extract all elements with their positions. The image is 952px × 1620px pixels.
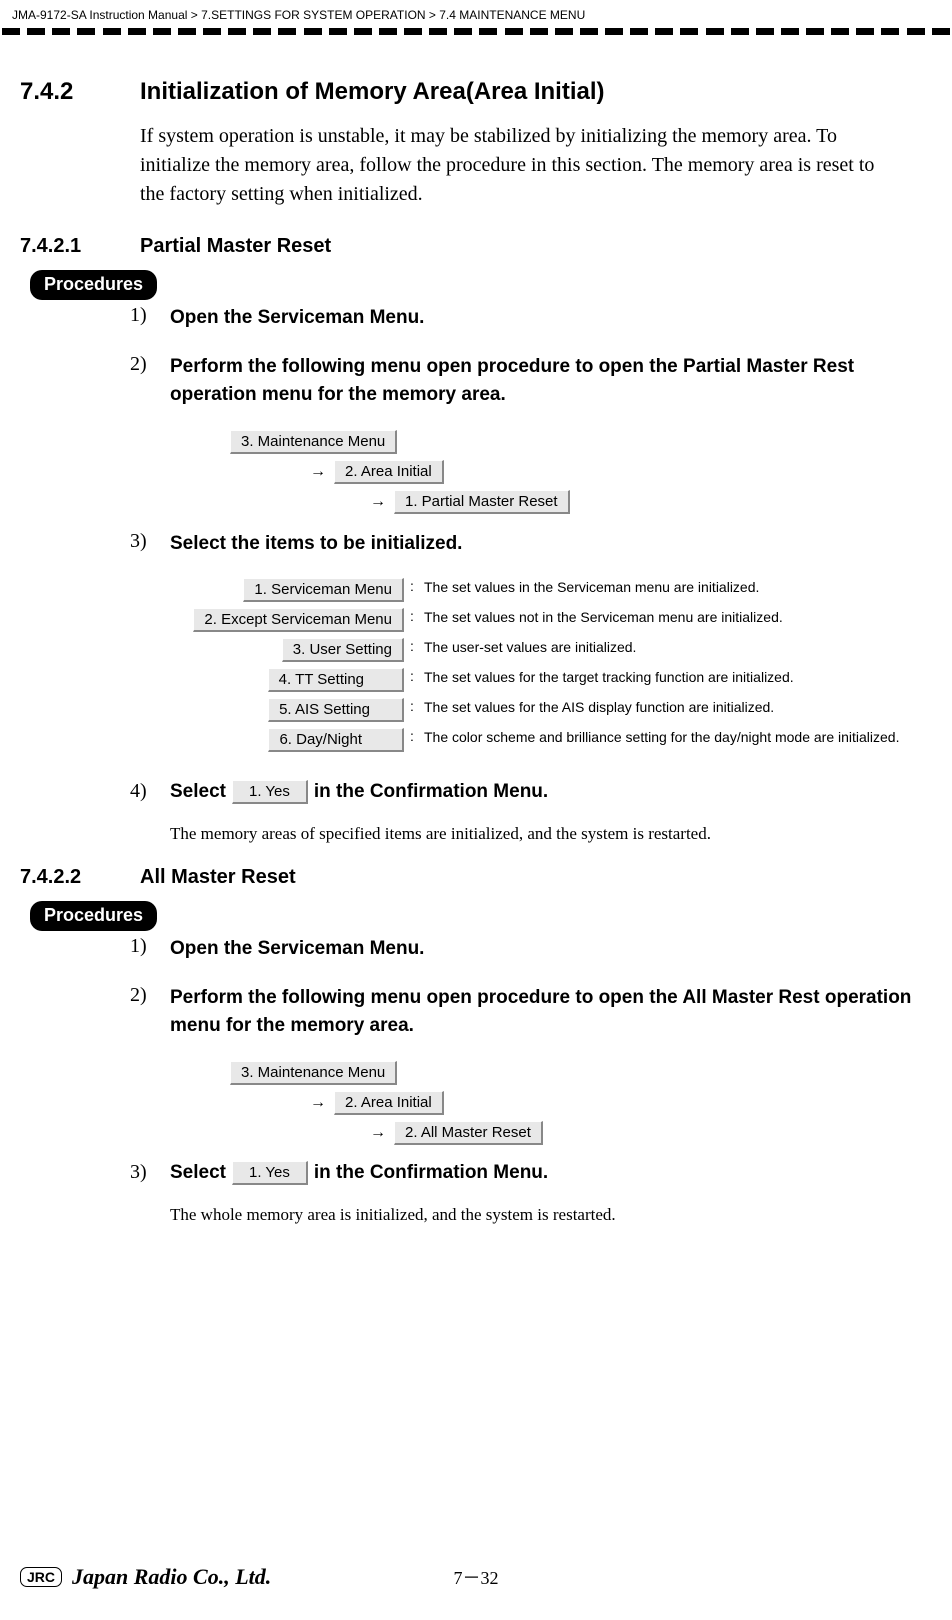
- colon: :: [410, 698, 424, 714]
- step-2-2: 2) Perform the following menu open proce…: [130, 984, 912, 1041]
- subsection-number-2: 7.4.2.2: [20, 866, 110, 889]
- step-text-after: in the Confirmation Menu.: [314, 1162, 548, 1184]
- item-button-user-setting[interactable]: 3. User Setting: [282, 638, 404, 662]
- step-number: 3): [130, 1161, 170, 1185]
- menu-button-maintenance[interactable]: 3. Maintenance Menu: [230, 1061, 397, 1085]
- step-number: 2): [130, 984, 170, 1041]
- item-button-serviceman-menu[interactable]: 1. Serviceman Menu: [243, 578, 404, 602]
- menu-button-area-initial[interactable]: 2. Area Initial: [334, 460, 444, 484]
- step-1-3: 3) Select the items to be initialized.: [130, 530, 912, 559]
- step-2-1: 1) Open the Serviceman Menu.: [130, 935, 912, 964]
- menu-button-all-master-reset[interactable]: 2. All Master Reset: [394, 1121, 543, 1145]
- step-note-1: The memory areas of specified items are …: [170, 824, 902, 844]
- menu-flow-1: 3. Maintenance Menu → 2. Area Initial → …: [230, 430, 932, 514]
- step-text-after: in the Confirmation Menu.: [314, 781, 548, 803]
- menu-button-maintenance[interactable]: 3. Maintenance Menu: [230, 430, 397, 454]
- step-1-2: 2) Perform the following menu open proce…: [130, 353, 912, 410]
- step-number: 1): [130, 935, 170, 964]
- yes-button[interactable]: 1. Yes: [232, 780, 308, 804]
- item-desc: The user-set values are initialized.: [424, 638, 922, 657]
- item-row: 1. Serviceman Menu : The set values in t…: [180, 578, 922, 602]
- item-row: 3. User Setting : The user-set values ar…: [180, 638, 922, 662]
- item-button-tt-setting[interactable]: 4. TT Setting: [268, 668, 404, 692]
- subsection-heading-1: 7.4.2.1 Partial Master Reset: [20, 235, 932, 258]
- item-row: 6. Day/Night : The color scheme and bril…: [180, 728, 922, 752]
- step-text: Open the Serviceman Menu.: [170, 935, 912, 964]
- step-text: Select 1. Yes in the Confirmation Menu.: [170, 1161, 548, 1185]
- step-text: Select 1. Yes in the Confirmation Menu.: [170, 780, 548, 804]
- item-desc: The set values for the target tracking f…: [424, 668, 922, 687]
- step-text: Select the items to be initialized.: [170, 530, 912, 559]
- subsection-title-1: Partial Master Reset: [140, 235, 331, 258]
- colon: :: [410, 728, 424, 744]
- menu-flow-2: 3. Maintenance Menu → 2. Area Initial → …: [230, 1061, 932, 1145]
- procedures-badge-1: Procedures: [30, 270, 157, 300]
- arrow-icon: →: [310, 463, 326, 481]
- arrow-icon: →: [370, 493, 386, 511]
- page-footer: JRC Japan Radio Co., Ltd. 7－32: [0, 1564, 952, 1590]
- item-desc: The color scheme and brilliance setting …: [424, 728, 922, 747]
- section-title: Initialization of Memory Area(Area Initi…: [140, 78, 932, 106]
- item-desc: The set values for the AIS display funct…: [424, 698, 922, 717]
- step-number: 3): [130, 530, 170, 559]
- subsection-number-1: 7.4.2.1: [20, 235, 110, 258]
- step-1-4: 4) Select 1. Yes in the Confirmation Men…: [130, 780, 912, 804]
- step-number: 1): [130, 304, 170, 333]
- company-name: Japan Radio Co., Ltd.: [72, 1564, 271, 1590]
- breadcrumb-path: JMA-9172-SA Instruction Manual > 7.SETTI…: [0, 0, 952, 28]
- arrow-icon: →: [310, 1094, 326, 1112]
- jrc-logo-badge: JRC: [20, 1567, 62, 1587]
- item-row: 2. Except Serviceman Menu : The set valu…: [180, 608, 922, 632]
- dashed-divider: [0, 28, 952, 38]
- step-text: Perform the following menu open procedur…: [170, 984, 912, 1041]
- step-text-before: Select: [170, 1162, 226, 1184]
- section-number: 7.4.2: [20, 78, 110, 106]
- menu-button-partial-master-reset[interactable]: 1. Partial Master Reset: [394, 490, 570, 514]
- page-number: 7－32: [454, 1564, 499, 1590]
- arrow-icon: →: [370, 1124, 386, 1142]
- subsection-title-2: All Master Reset: [140, 866, 296, 889]
- colon: :: [410, 578, 424, 594]
- item-button-ais-setting[interactable]: 5. AIS Setting: [268, 698, 404, 722]
- colon: :: [410, 668, 424, 684]
- procedures-badge-2: Procedures: [30, 901, 157, 931]
- step-number: 4): [130, 780, 170, 804]
- colon: :: [410, 608, 424, 624]
- init-items-table: 1. Serviceman Menu : The set values in t…: [180, 578, 922, 752]
- section-body: If system operation is unstable, it may …: [140, 122, 902, 209]
- step-2-3: 3) Select 1. Yes in the Confirmation Men…: [130, 1161, 912, 1185]
- item-button-day-night[interactable]: 6. Day/Night: [268, 728, 404, 752]
- item-desc: The set values in the Serviceman menu ar…: [424, 578, 922, 597]
- step-note-2: The whole memory area is initialized, an…: [170, 1205, 902, 1225]
- colon: :: [410, 638, 424, 654]
- item-button-except-serviceman[interactable]: 2. Except Serviceman Menu: [193, 608, 404, 632]
- section-heading: 7.4.2 Initialization of Memory Area(Area…: [20, 78, 932, 106]
- subsection-heading-2: 7.4.2.2 All Master Reset: [20, 866, 932, 889]
- step-number: 2): [130, 353, 170, 410]
- menu-button-area-initial[interactable]: 2. Area Initial: [334, 1091, 444, 1115]
- yes-button[interactable]: 1. Yes: [232, 1161, 308, 1185]
- step-text-before: Select: [170, 781, 226, 803]
- step-text: Open the Serviceman Menu.: [170, 304, 912, 333]
- item-row: 4. TT Setting : The set values for the t…: [180, 668, 922, 692]
- item-row: 5. AIS Setting : The set values for the …: [180, 698, 922, 722]
- step-text: Perform the following menu open procedur…: [170, 353, 912, 410]
- step-1-1: 1) Open the Serviceman Menu.: [130, 304, 912, 333]
- item-desc: The set values not in the Serviceman men…: [424, 608, 922, 627]
